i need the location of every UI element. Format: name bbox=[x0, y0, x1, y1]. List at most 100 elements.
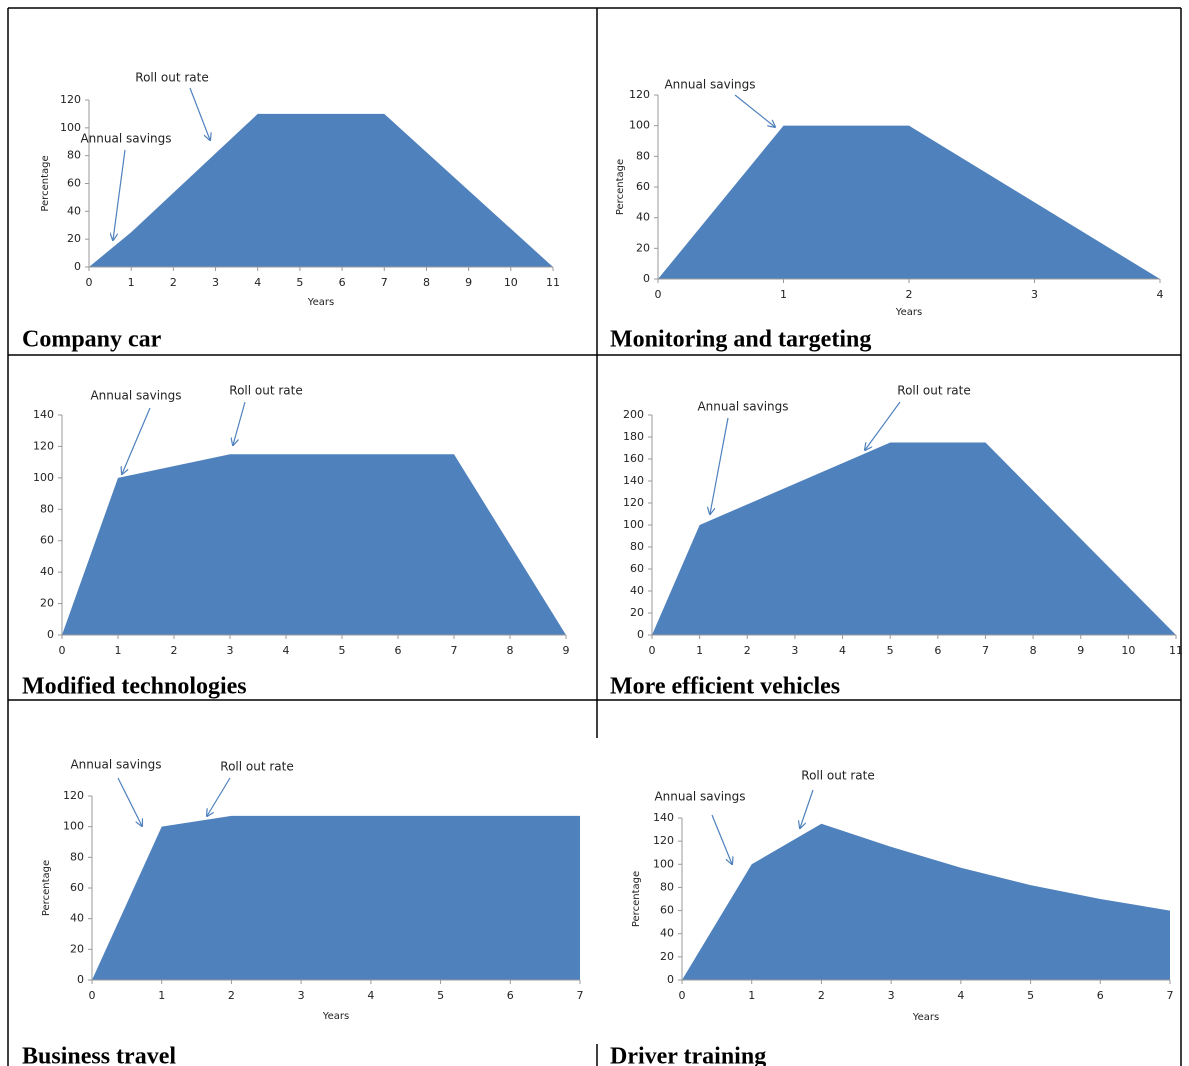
x-tick-label: 8 bbox=[507, 644, 514, 657]
y-axis-label: Percentage bbox=[41, 860, 52, 916]
y-tick-label: 0 bbox=[47, 628, 54, 641]
x-tick-label: 2 bbox=[818, 989, 825, 1002]
x-tick-label: 1 bbox=[128, 276, 135, 289]
x-tick-label: 5 bbox=[887, 644, 894, 657]
x-tick-label: 4 bbox=[283, 644, 290, 657]
y-tick-label: 40 bbox=[660, 927, 674, 940]
y-tick-label: 80 bbox=[40, 502, 54, 515]
x-tick-label: 10 bbox=[504, 276, 518, 289]
annotation-arrow bbox=[189, 87, 210, 140]
annotation-arrow bbox=[711, 814, 732, 864]
annotation-arrow bbox=[207, 777, 231, 816]
x-tick-label: 3 bbox=[227, 644, 234, 657]
y-axis-label: Percentage bbox=[631, 871, 642, 927]
annotation: Roll out rate bbox=[135, 71, 208, 85]
y-tick-label: 60 bbox=[70, 881, 84, 894]
y-tick-label: 40 bbox=[40, 565, 54, 578]
y-tick-label: 0 bbox=[643, 272, 650, 285]
annotation-arrow bbox=[117, 777, 142, 826]
y-tick-label: 60 bbox=[40, 534, 54, 547]
y-tick-label: 20 bbox=[70, 942, 84, 955]
x-tick-label: 11 bbox=[546, 276, 560, 289]
y-tick-label: 140 bbox=[33, 408, 54, 421]
x-tick-label: 6 bbox=[1097, 989, 1104, 1002]
y-tick-label: 160 bbox=[623, 452, 644, 465]
x-tick-label: 4 bbox=[1157, 288, 1164, 301]
y-tick-label: 180 bbox=[623, 430, 644, 443]
area bbox=[682, 823, 1170, 980]
y-tick-label: 100 bbox=[33, 471, 54, 484]
annotation-arrow bbox=[800, 789, 814, 828]
caption: Driver training bbox=[610, 1044, 766, 1066]
annotation-arrow bbox=[734, 94, 775, 127]
y-tick-label: 120 bbox=[629, 88, 650, 101]
x-tick-label: 2 bbox=[906, 288, 913, 301]
caption: Monitoring and targeting bbox=[610, 327, 871, 353]
y-tick-label: 100 bbox=[60, 121, 81, 134]
x-tick-label: 3 bbox=[298, 989, 305, 1002]
x-tick-label: 4 bbox=[367, 989, 374, 1002]
x-tick-label: 3 bbox=[888, 989, 895, 1002]
area bbox=[62, 454, 566, 635]
annotation: Roll out rate bbox=[801, 769, 874, 783]
y-tick-label: 60 bbox=[636, 180, 650, 193]
y-tick-label: 100 bbox=[653, 857, 674, 870]
x-tick-label: 6 bbox=[395, 644, 402, 657]
x-axis-label: Years bbox=[912, 1012, 939, 1023]
x-tick-label: 0 bbox=[89, 989, 96, 1002]
x-tick-label: 5 bbox=[437, 989, 444, 1002]
y-tick-label: 80 bbox=[660, 880, 674, 893]
caption: Company car bbox=[22, 327, 162, 353]
area bbox=[652, 442, 1176, 635]
x-tick-label: 0 bbox=[655, 288, 662, 301]
x-tick-label: 2 bbox=[744, 644, 751, 657]
caption: More efficient vehicles bbox=[610, 674, 840, 700]
y-tick-label: 0 bbox=[74, 260, 81, 273]
x-tick-label: 5 bbox=[339, 644, 346, 657]
area bbox=[658, 125, 1160, 280]
x-tick-label: 0 bbox=[679, 989, 686, 1002]
y-tick-label: 80 bbox=[70, 850, 84, 863]
x-tick-label: 4 bbox=[957, 989, 964, 1002]
annotation-arrow bbox=[233, 401, 246, 445]
y-tick-label: 20 bbox=[40, 597, 54, 610]
x-tick-label: 2 bbox=[171, 644, 178, 657]
y-tick-label: 100 bbox=[629, 119, 650, 132]
y-tick-label: 60 bbox=[630, 562, 644, 575]
x-tick-label: 1 bbox=[115, 644, 122, 657]
x-tick-label: 9 bbox=[465, 276, 472, 289]
x-tick-label: 7 bbox=[577, 989, 584, 1002]
y-tick-label: 120 bbox=[623, 496, 644, 509]
x-tick-label: 0 bbox=[649, 644, 656, 657]
y-tick-label: 20 bbox=[636, 241, 650, 254]
x-tick-label: 6 bbox=[507, 989, 514, 1002]
x-tick-label: 11 bbox=[1169, 644, 1183, 657]
y-tick-label: 100 bbox=[623, 518, 644, 531]
annotation-arrow bbox=[710, 417, 729, 514]
y-tick-label: 120 bbox=[653, 834, 674, 847]
x-tick-label: 4 bbox=[254, 276, 261, 289]
x-tick-label: 0 bbox=[86, 276, 93, 289]
x-axis-label: Years bbox=[895, 307, 922, 318]
x-tick-label: 1 bbox=[748, 989, 755, 1002]
y-tick-label: 60 bbox=[660, 904, 674, 917]
x-tick-label: 2 bbox=[170, 276, 177, 289]
y-tick-label: 140 bbox=[623, 474, 644, 487]
x-tick-label: 3 bbox=[1031, 288, 1038, 301]
x-tick-label: 5 bbox=[1027, 989, 1034, 1002]
annotation-arrow bbox=[865, 401, 901, 450]
annotation: Annual savings bbox=[664, 78, 755, 92]
annotation: Annual savings bbox=[80, 132, 171, 146]
y-tick-label: 20 bbox=[630, 606, 644, 619]
area bbox=[92, 815, 580, 980]
x-tick-label: 7 bbox=[381, 276, 388, 289]
x-tick-label: 7 bbox=[982, 644, 989, 657]
annotation: Annual savings bbox=[654, 790, 745, 804]
area bbox=[89, 113, 553, 268]
y-tick-label: 80 bbox=[636, 149, 650, 162]
y-tick-label: 0 bbox=[667, 973, 674, 986]
annotation: Annual savings bbox=[90, 389, 181, 403]
x-tick-label: 3 bbox=[212, 276, 219, 289]
x-tick-label: 0 bbox=[59, 644, 66, 657]
